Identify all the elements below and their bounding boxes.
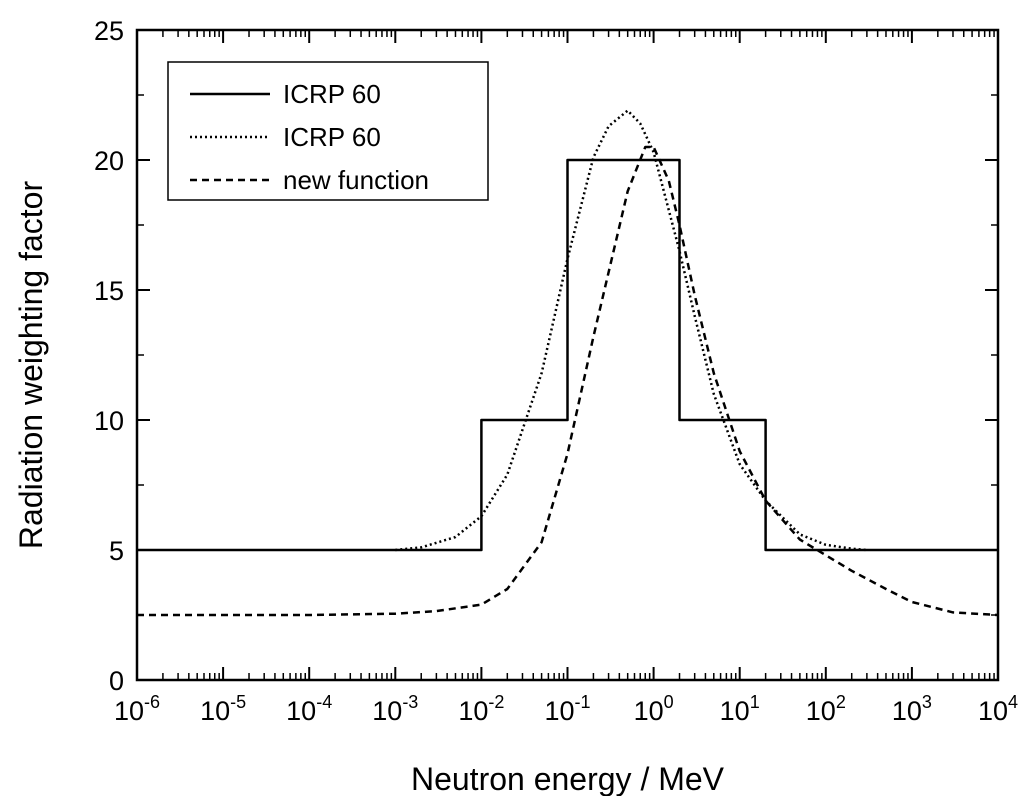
x-tick-label: 10-3 [372,692,418,726]
y-tick-label: 25 [94,16,124,46]
legend: ICRP 60 ICRP 60 new function [167,61,489,201]
x-tick-label: 101 [720,692,760,726]
x-tick-label: 100 [634,692,674,726]
legend-items: ICRP 60 ICRP 60 new function [190,79,429,195]
legend-box [167,61,489,201]
series-dotted-line [395,109,868,552]
y-tick-label: 10 [94,406,124,436]
x-tick-labels: 10-6 10-5 10-4 10-3 10-2 10-1 100 101 102 103 104 [114,692,1018,726]
y-tick-label: 15 [94,276,124,306]
y-tick-labels: 0 5 10 15 20 25 [94,16,124,696]
x-tick-label: 10-2 [458,692,504,726]
legend-label: ICRP 60 [283,122,381,152]
y-tick-label: 20 [94,146,124,176]
y-tick-label: 5 [109,536,124,566]
legend-label: ICRP 60 [283,79,381,109]
x-tick-label: 103 [892,692,932,726]
x-tick-label: 10-5 [200,692,246,726]
y-tick-label: 0 [109,666,124,696]
x-tick-label: 104 [978,692,1018,726]
series-dashed-line [137,145,999,617]
series-lines [137,109,999,617]
y-axis-title: Radiation weighting factor [13,181,49,550]
x-tick-label: 10-4 [286,692,332,726]
x-axis-title: Neutron energy / MeV [411,761,725,796]
legend-label: new function [283,165,429,195]
x-tick-label: 10-6 [114,692,160,726]
plot-frame [135,28,1000,682]
x-tick-label: 10-1 [544,692,590,726]
series-solid-line [137,158,998,552]
x-tick-label: 102 [806,692,846,726]
